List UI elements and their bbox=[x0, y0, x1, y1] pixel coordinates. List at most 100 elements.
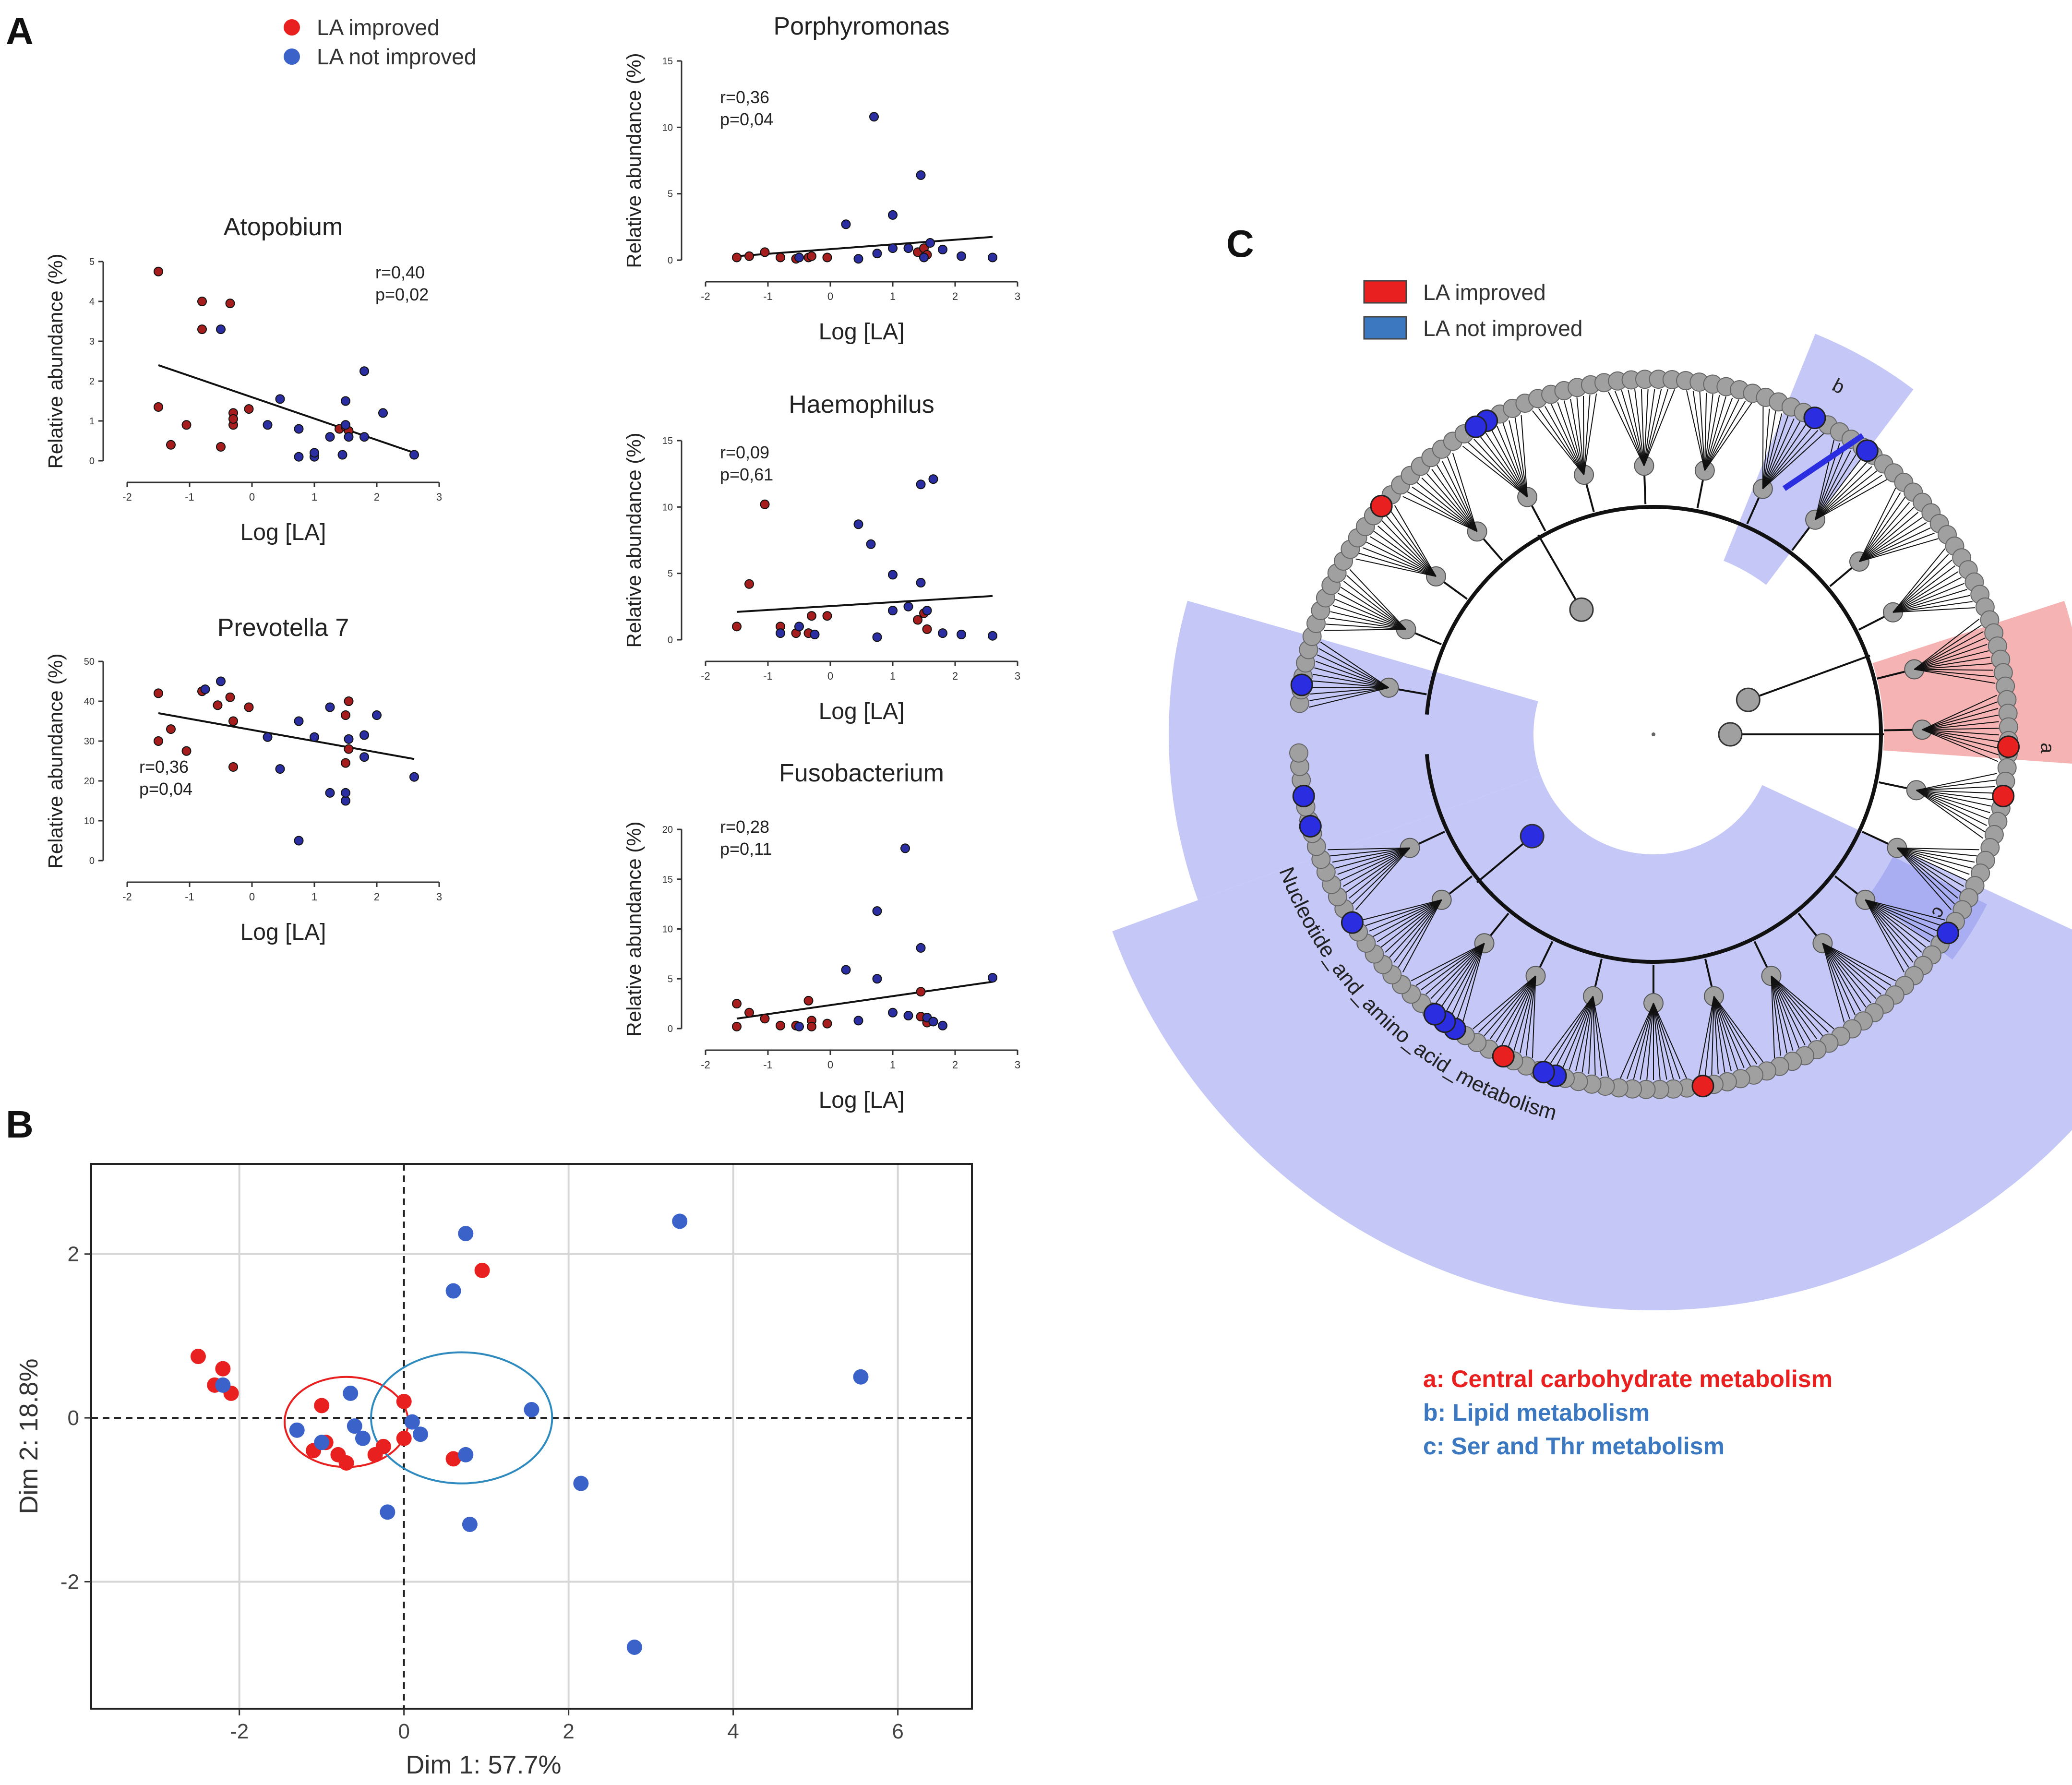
pca-x-tick-label: -2 bbox=[230, 1720, 249, 1743]
fusobacterium-point-improved bbox=[916, 987, 926, 997]
fusobacterium-x-tick-label: 1 bbox=[890, 1059, 896, 1071]
clade-leaf-branch bbox=[1545, 406, 1584, 475]
clade-node-not-improved bbox=[1341, 911, 1364, 934]
legend-c-improved-swatch bbox=[1363, 280, 1407, 304]
porphyromonas-stat: r=0,36 bbox=[720, 87, 769, 107]
haemophilus-point-not-improved bbox=[916, 578, 926, 588]
porphyromonas-point-improved bbox=[744, 251, 754, 261]
prevotella-point-not-improved bbox=[344, 734, 354, 744]
clade-leaf-branch bbox=[1513, 976, 1536, 1051]
clade-leaf-branch bbox=[1441, 460, 1478, 532]
haemophilus-point-improved bbox=[922, 624, 932, 634]
clade-leaf-branch bbox=[1865, 899, 1938, 932]
clade-leaf-branch bbox=[1581, 996, 1594, 1073]
haemophilus-point-improved bbox=[807, 611, 816, 621]
porphyromonas-point-improved bbox=[776, 252, 785, 263]
atopobium-x-tick-label: 0 bbox=[249, 491, 255, 503]
clade-leaf-branch bbox=[1713, 996, 1725, 1073]
clade-leaf-branch bbox=[1859, 522, 1927, 562]
clade-leaf-branch bbox=[1859, 532, 1935, 562]
pca-point-not-improved bbox=[458, 1226, 474, 1242]
clade-leaf-node bbox=[1289, 743, 1309, 763]
porphyromonas-y-tick-label: 10 bbox=[662, 122, 673, 133]
clade-leaf-branch bbox=[1865, 899, 1922, 953]
clade-leaf-branch bbox=[1502, 423, 1528, 497]
prevotella-y-tick-label: 50 bbox=[84, 657, 95, 667]
clade-leaf-branch bbox=[1446, 943, 1485, 1012]
legend-a-improved-marker bbox=[284, 19, 300, 36]
clade-leaf-branch bbox=[1859, 506, 1915, 562]
legend-a-not-improved-marker bbox=[284, 48, 300, 65]
haemophilus-point-not-improved bbox=[810, 629, 820, 639]
atopobium-stat: r=0,40 bbox=[375, 263, 425, 282]
clade-leaf-branch bbox=[1389, 899, 1442, 958]
atopobium-point-improved bbox=[197, 324, 207, 335]
clade-leaf-branch bbox=[1762, 418, 1795, 489]
clade-leaf-branch bbox=[1543, 996, 1593, 1063]
clade-leaf-branch bbox=[1349, 847, 1411, 899]
clade-leaf-branch bbox=[1822, 943, 1877, 999]
porphyromonas-point-not-improved bbox=[841, 219, 851, 229]
clade-leaf-branch bbox=[1922, 729, 1999, 743]
prevotella-point-not-improved bbox=[341, 788, 350, 798]
clade-leaf-branch bbox=[1329, 847, 1410, 857]
atopobium-point-not-improved bbox=[359, 366, 369, 376]
atopobium-y-tick-label: 5 bbox=[89, 257, 95, 267]
atopobium-y-tick-label: 2 bbox=[89, 376, 95, 387]
clade-leaf-branch bbox=[1420, 943, 1485, 991]
clade-leaf-branch bbox=[1892, 589, 1967, 613]
legend-a: LA improved LA not improved bbox=[284, 15, 476, 69]
clade-leaf-branch bbox=[1704, 396, 1726, 471]
clade-leaf-branch bbox=[1916, 773, 1997, 791]
clade-leaf-branch bbox=[1349, 569, 1407, 630]
clade-leaf-branch bbox=[1897, 847, 1973, 869]
clade-leaf-branch bbox=[1308, 687, 1389, 708]
prevotella-x-tick-label: 1 bbox=[311, 891, 317, 903]
clade-leaf-branch bbox=[1640, 1003, 1654, 1080]
prevotella-x-tick-label: -2 bbox=[122, 891, 132, 903]
clade-leaf-branch bbox=[1686, 390, 1705, 471]
clade-leaf-branch bbox=[1922, 729, 2000, 736]
legend-c-not-improved-label: LA not improved bbox=[1423, 316, 1582, 341]
clade-node-improved bbox=[1691, 1075, 1714, 1098]
fusobacterium-y-tick-label: 10 bbox=[662, 924, 673, 935]
clade-leaf-branch bbox=[1425, 943, 1485, 995]
prevotella-y-tick-label: 20 bbox=[84, 776, 95, 787]
atopobium-title: Atopobium bbox=[224, 213, 343, 241]
clade-leaf-branch bbox=[1462, 943, 1485, 1023]
clade-leaf-branch bbox=[1489, 975, 1536, 1040]
pca-y-tick-label: -2 bbox=[60, 1570, 79, 1593]
clade-leaf-branch bbox=[1762, 433, 1824, 490]
clade-leaf-branch bbox=[1557, 402, 1585, 475]
clade-leaf-branch bbox=[1386, 515, 1437, 577]
haemophilus-y-tick-label: 5 bbox=[668, 569, 673, 579]
clade-leaf-branch bbox=[1514, 418, 1528, 497]
haemophilus-trend-line bbox=[736, 595, 993, 613]
clade-leaf-branch bbox=[1346, 847, 1411, 893]
atopobium-point-improved bbox=[181, 420, 192, 430]
fusobacterium-y-tick-label: 0 bbox=[668, 1024, 673, 1034]
haemophilus-point-not-improved bbox=[903, 601, 913, 611]
legend-a-improved-label: LA improved bbox=[317, 15, 440, 40]
porphyromonas-point-improved bbox=[732, 252, 742, 263]
fusobacterium-point-not-improved bbox=[853, 1016, 863, 1026]
clade-leaf-branch bbox=[1332, 847, 1410, 863]
atopobium-point-improved bbox=[154, 266, 163, 276]
haemophilus-point-not-improved bbox=[938, 628, 947, 638]
clade-leaf-branch bbox=[1704, 393, 1707, 471]
haemophilus-point-not-improved bbox=[866, 539, 876, 549]
clade-leaf-branch bbox=[1916, 779, 1996, 791]
porphyromonas-point-not-improved bbox=[916, 170, 926, 180]
clade-leaf-branch bbox=[1416, 482, 1478, 532]
clade-leaf-branch bbox=[1643, 389, 1675, 466]
clade-leaf-branch bbox=[1822, 943, 1867, 1007]
atopobium-point-not-improved bbox=[337, 450, 347, 460]
clade-leaf-branch bbox=[1922, 729, 1999, 762]
clade-leaf-branch bbox=[1865, 899, 1930, 943]
clade-leaf-branch bbox=[1359, 552, 1437, 577]
haemophilus-y-tick-label: 10 bbox=[662, 502, 673, 513]
clade-leaf-branch bbox=[1859, 517, 1923, 562]
clade-branch-lipid bbox=[1782, 433, 1865, 491]
pca-point-improved bbox=[338, 1455, 354, 1471]
